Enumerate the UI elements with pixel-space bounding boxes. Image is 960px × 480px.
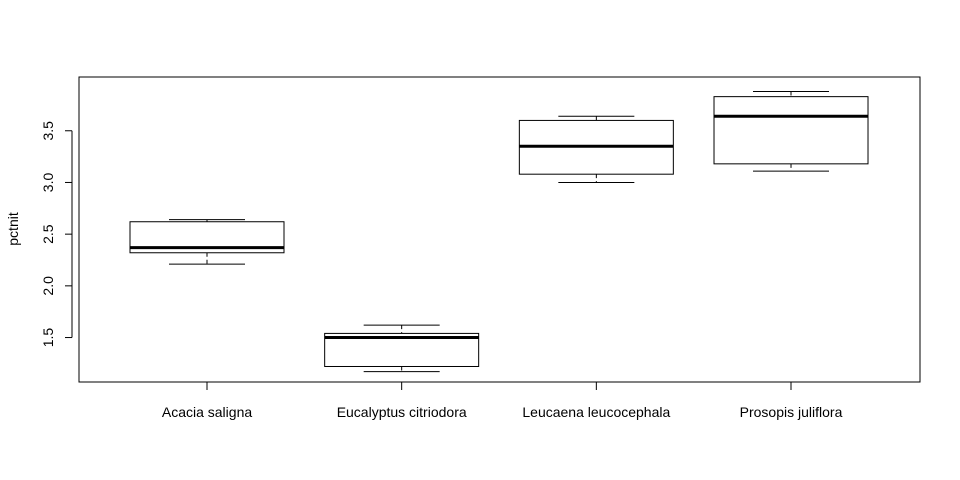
y-axis: 1.5 2.0 2.5 3.0 3.5 bbox=[40, 121, 73, 348]
iqr-box bbox=[713, 96, 869, 165]
y-tick-label: 2.0 bbox=[40, 276, 56, 296]
y-tick-label: 3.0 bbox=[40, 173, 56, 193]
y-tick-label: 3.5 bbox=[40, 121, 56, 141]
box-1 bbox=[324, 324, 480, 373]
box-2 bbox=[518, 115, 674, 183]
box-0 bbox=[129, 219, 285, 265]
x-tick-label: Acacia saligna bbox=[162, 404, 252, 420]
y-tick-label: 2.5 bbox=[40, 224, 56, 244]
boxes-group bbox=[129, 90, 869, 373]
x-tick-label: Prosopis juliflora bbox=[740, 404, 843, 420]
y-tick-label: 1.5 bbox=[40, 328, 56, 348]
box-3 bbox=[713, 90, 869, 172]
x-tick-label: Eucalyptus citriodora bbox=[337, 404, 467, 420]
y-axis-label: pctnit bbox=[5, 212, 21, 246]
x-axis: Acacia saligna Eucalyptus citriodora Leuca… bbox=[162, 381, 843, 420]
x-tick-label: Leucaena leucocephala bbox=[522, 404, 670, 420]
